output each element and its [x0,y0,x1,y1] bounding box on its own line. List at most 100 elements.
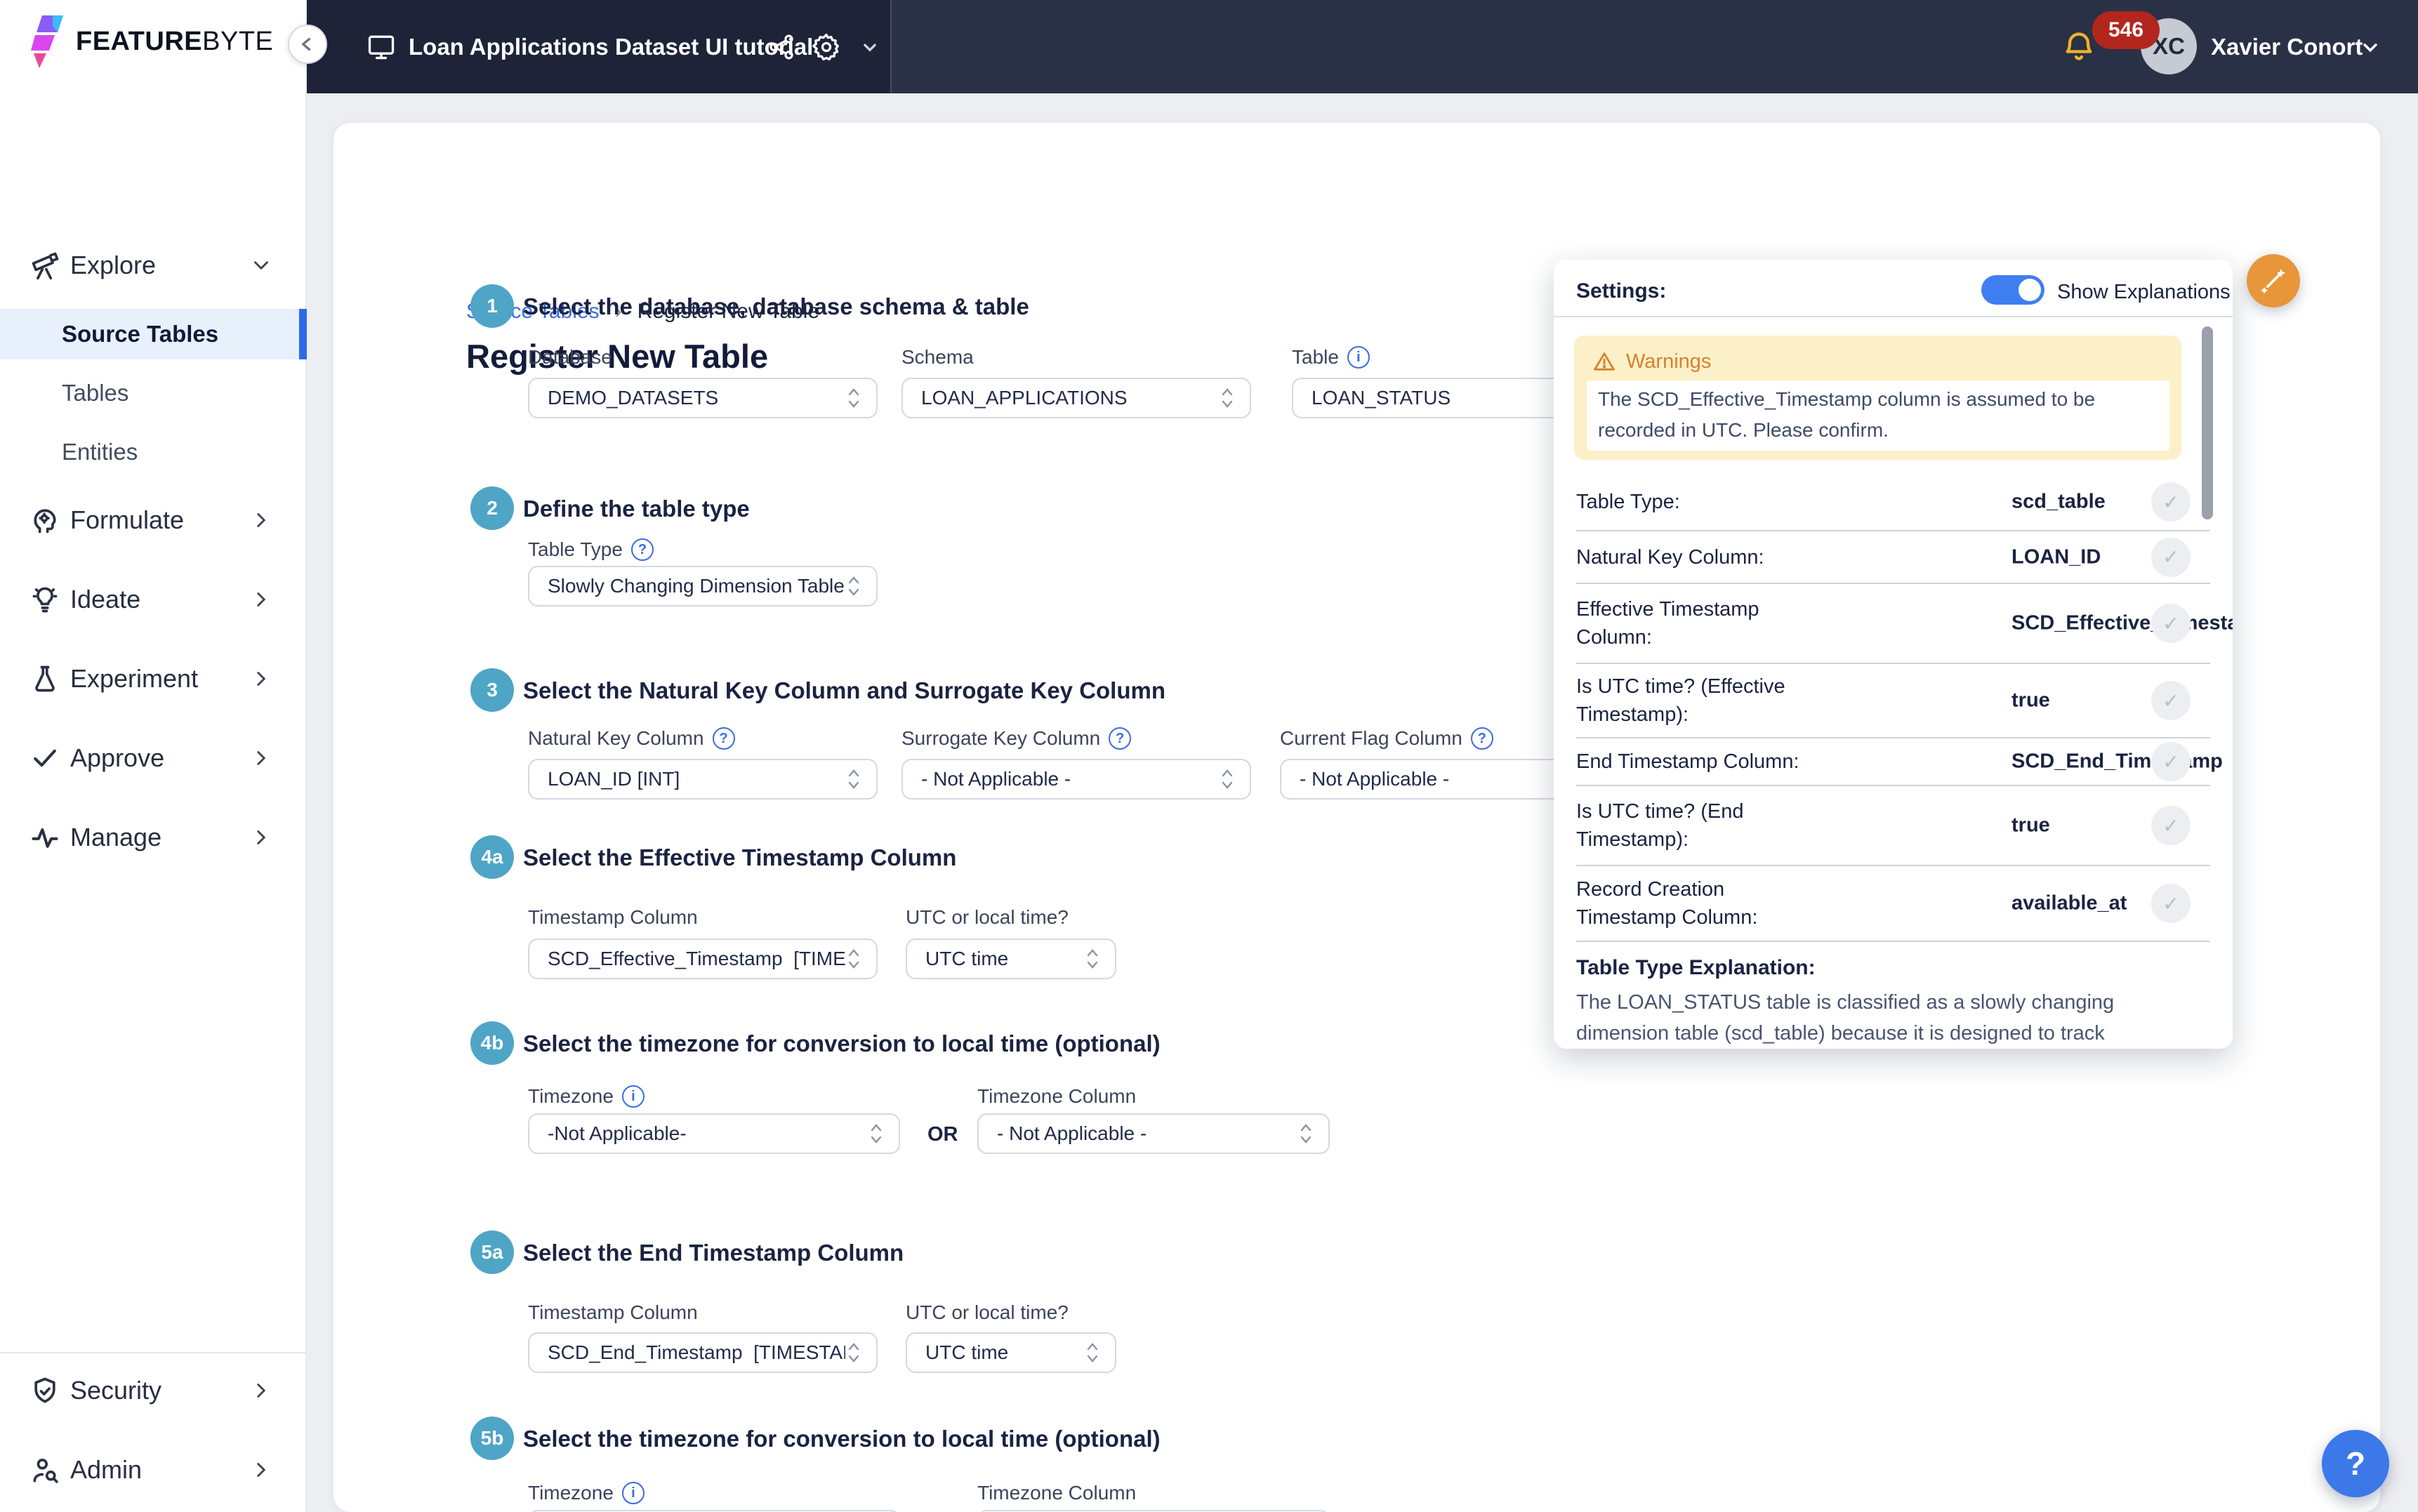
info-icon[interactable]: i [621,1482,645,1504]
flask-icon [28,662,62,696]
chevron-right-icon [249,1379,273,1402]
database-select[interactable]: DEMO_DATASETS [528,378,878,418]
panel-divider [1554,316,2233,317]
bell-icon[interactable] [2061,0,2097,93]
table-label: Table i [1292,346,1370,369]
end-ts-column-select[interactable]: SCD_End_Timestamp [TIMESTAM [528,1332,878,1373]
confirm-check-button[interactable]: ✓ [2151,681,2191,720]
project-title: Loan Applications Dataset UI tutorial [409,33,814,60]
sidebar-item-ideate[interactable]: Ideate [0,574,307,625]
sidebar-item-label: Formulate [70,505,185,534]
help-icon[interactable]: ? [712,727,735,750]
natural-key-select[interactable]: LOAN_ID [INT] [528,759,878,800]
settings-title: Settings: [1576,279,1667,303]
sidebar-item-formulate[interactable]: Formulate [0,495,307,545]
setting-row-end-timestamp: End Timestamp Column: SCD_End_Timestamp … [1576,738,2223,785]
step-1-title: Select the database, database schema & t… [523,293,1029,319]
show-explanations-toggle[interactable] [1981,275,2044,305]
sidebar-collapse-button[interactable] [288,25,327,64]
effective-ts-column-label: Timestamp Column [528,906,698,928]
step-5b-title: Select the timezone for conversion to lo… [523,1426,1161,1452]
warnings-box: Warnings The SCD_Effective_Timestamp col… [1574,336,2181,460]
sidebar-item-tables[interactable]: Tables [0,368,307,418]
timezone-select[interactable]: -Not Applicable- [528,1113,900,1154]
surrogate-key-select[interactable]: - Not Applicable - [901,759,1251,800]
table-type-explanation-text: The LOAN_STATUS table is classified as a… [1576,991,2115,1045]
sidebar-item-source-tables[interactable]: Source Tables [0,309,307,359]
table-type-select[interactable]: Slowly Changing Dimension Table [528,566,878,606]
featurebyte-logo[interactable]: FEATUREBYTE [31,14,273,69]
show-explanations-label: Show Explanations [2057,281,2231,303]
top-header-bar: Loan Applications Dataset UI tutorial 54… [307,0,2418,93]
monitor-icon [365,0,397,93]
sidebar-item-admin[interactable]: Admin [0,1445,307,1495]
confirm-check-button[interactable]: ✓ [2151,742,2191,781]
panel-scrollbar-thumb[interactable] [2202,326,2213,519]
user-menu-chevron-down-icon[interactable] [2357,0,2384,93]
featurebyte-logo-text: FEATUREBYTE [76,26,274,56]
gear-icon[interactable] [811,0,842,93]
sidebar: FEATUREBYTE Explore Source Tables Tables… [0,0,307,1512]
confirm-check-button[interactable]: ✓ [2151,884,2191,923]
sidebar-item-manage[interactable]: Manage [0,812,307,863]
sidebar-item-label: Experiment [70,664,199,693]
chevron-down-icon [249,253,273,277]
chevron-right-icon [249,508,273,532]
header-chevron-down-icon[interactable] [858,0,882,93]
schema-select[interactable]: LOAN_APPLICATIONS [901,378,1251,418]
step-3-badge: 3 [470,668,514,712]
share-icon[interactable] [767,0,796,93]
sidebar-item-label: Tables [62,380,129,406]
step-4a-badge: 4a [470,835,514,879]
sidebar-item-label: Source Tables [62,321,219,347]
header-project-segment [307,0,892,93]
timezone-column-label-2: Timezone Column [977,1482,1137,1504]
notification-badge[interactable]: 546 [2092,11,2160,49]
table-type-explanation-title: Table Type Explanation: [1576,956,1816,979]
or-label: OR [927,1123,958,1146]
end-utc-label: UTC or local time? [906,1301,1069,1323]
user-name[interactable]: Xavier Conort [2211,33,2363,60]
sidebar-item-explore[interactable]: Explore [0,240,307,291]
help-icon[interactable]: ? [1109,727,1132,750]
help-button[interactable]: ? [2322,1430,2389,1497]
sidebar-item-label: Manage [70,823,162,851]
toggle-knob [2019,279,2041,301]
help-icon[interactable]: ? [1470,727,1493,750]
lightbulb-icon [28,583,62,616]
help-icon[interactable]: ? [630,538,654,561]
step-5b-badge: 5b [470,1417,514,1460]
timezone-column-label: Timezone Column [977,1085,1137,1107]
schema-label: Schema [901,346,974,368]
effective-ts-column-select[interactable]: SCD_Effective_Timestamp [TIMES [528,939,878,979]
confirm-check-button[interactable]: ✓ [2151,604,2191,643]
step-5a-title: Select the End Timestamp Column [523,1240,904,1266]
head-gear-icon [28,503,62,537]
step-2-badge: 2 [470,486,514,530]
featurebyte-logo-mark-icon [31,14,66,69]
info-icon[interactable]: i [1347,346,1370,369]
sidebar-item-entities[interactable]: Entities [0,427,307,477]
sidebar-item-approve[interactable]: Approve [0,733,307,783]
setting-row-is-utc-end: Is UTC time? (End Timestamp): true ✓ [1576,786,2210,865]
magic-wand-button[interactable] [2247,254,2300,307]
confirm-check-button[interactable]: ✓ [2151,806,2191,845]
setting-row-natural-key: Natural Key Column: LOAN_ID ✓ [1576,531,2210,583]
chevron-right-icon [249,588,273,611]
chevron-right-icon [249,1458,273,1482]
timezone-column-select[interactable]: - Not Applicable - [977,1113,1330,1154]
info-icon[interactable]: i [621,1085,645,1108]
end-utc-select[interactable]: UTC time [906,1332,1116,1373]
confirm-check-button[interactable]: ✓ [2151,482,2191,522]
timezone-label-2: Timezone i [528,1482,645,1504]
user-search-icon [28,1453,62,1487]
sidebar-item-security[interactable]: Security [0,1365,307,1416]
confirm-check-button[interactable]: ✓ [2151,537,2191,577]
effective-utc-select[interactable]: UTC time [906,939,1116,979]
sidebar-item-experiment[interactable]: Experiment [0,654,307,704]
warning-triangle-icon [1592,350,1616,373]
sidebar-item-label: Ideate [70,585,141,614]
table-type-label: Table Type? [528,538,654,561]
setting-row-is-utc-effective: Is UTC time? (Effective Timestamp): true… [1576,664,2210,737]
